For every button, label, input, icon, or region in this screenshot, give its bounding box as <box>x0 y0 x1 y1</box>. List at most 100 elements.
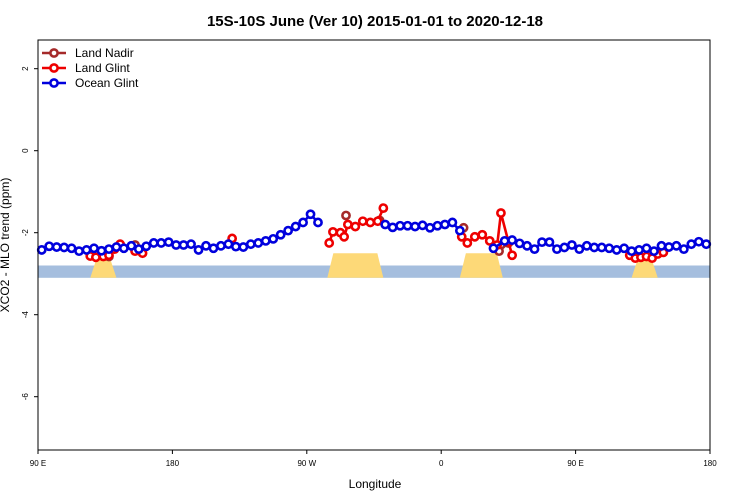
data-point <box>118 243 129 254</box>
data-point <box>305 209 316 220</box>
data-point <box>507 235 518 245</box>
data-point <box>350 221 361 232</box>
data-point <box>148 238 159 248</box>
legend-marker <box>49 63 59 73</box>
data-point <box>380 219 391 230</box>
y-tick-label: 0 <box>21 148 30 153</box>
data-point <box>283 225 294 236</box>
land-segment-2 <box>459 253 503 278</box>
x-tick-label: 90 W <box>297 459 316 468</box>
data-point <box>339 231 350 242</box>
data-point <box>126 240 137 251</box>
data-point <box>324 238 335 248</box>
data-point <box>387 222 398 233</box>
x-tick-label: 180 <box>703 459 717 468</box>
data-point <box>686 239 697 250</box>
data-point <box>656 240 667 251</box>
data-point <box>268 233 279 244</box>
data-point <box>36 245 47 255</box>
data-point <box>44 241 55 252</box>
x-tick-label: 90 E <box>567 459 583 468</box>
data-point <box>402 220 413 231</box>
data-point <box>574 244 585 254</box>
data-point <box>328 226 338 237</box>
data-point <box>410 221 420 232</box>
data-point <box>186 239 196 250</box>
data-point <box>619 243 630 254</box>
y-tick-label: -6 <box>21 393 30 401</box>
data-point <box>341 210 351 221</box>
data-point <box>230 241 241 252</box>
data-point <box>417 220 428 231</box>
y-tick-label: -2 <box>21 229 30 237</box>
data-point <box>537 237 547 248</box>
data-point <box>74 246 84 257</box>
data-point <box>378 203 389 213</box>
y-tick-label: -4 <box>21 311 30 319</box>
data-point <box>499 235 510 246</box>
data-point <box>201 240 211 251</box>
data-point <box>604 243 615 254</box>
plot-area <box>36 203 712 278</box>
data-point <box>507 250 518 261</box>
data-point <box>223 239 234 250</box>
y-axis: 2 0 -2 -4 -6 <box>21 66 38 400</box>
data-point <box>89 243 99 254</box>
land-segment-0 <box>90 259 117 278</box>
legend-marker <box>49 48 59 58</box>
chart-title: 15S-10S June (Ver 10) 2015-01-01 to 2020… <box>207 13 543 30</box>
data-point <box>664 242 674 252</box>
data-point <box>454 225 465 236</box>
data-point <box>216 240 226 251</box>
data-point <box>462 238 473 248</box>
series-ocean-glint <box>36 209 712 257</box>
data-point <box>178 240 189 250</box>
legend-label: Land Nadir <box>75 46 134 60</box>
data-point <box>514 238 525 249</box>
data-point <box>447 217 458 228</box>
data-point <box>529 244 540 254</box>
land-segment-3 <box>631 259 658 278</box>
y-axis-label: XCO2 - MLO trend (ppm) <box>0 178 12 313</box>
data-point <box>425 222 435 233</box>
data-point <box>641 243 652 254</box>
data-point <box>81 245 92 255</box>
data-point <box>693 236 704 247</box>
data-point <box>104 244 114 254</box>
legend-label: Land Glint <box>75 61 130 75</box>
data-point <box>469 231 480 242</box>
data-point <box>544 237 555 248</box>
data-point <box>372 216 383 227</box>
data-point <box>581 240 592 251</box>
data-point <box>488 243 499 254</box>
data-point <box>634 245 644 255</box>
data-point <box>484 235 495 246</box>
data-point <box>477 229 488 240</box>
data-point <box>171 240 182 250</box>
data-point <box>671 240 682 251</box>
data-point <box>313 217 323 228</box>
data-point <box>260 235 271 246</box>
data-point <box>626 246 637 257</box>
data-point <box>245 239 256 250</box>
data-point <box>357 216 368 227</box>
land-segment-1 <box>327 253 384 278</box>
data-point <box>51 242 62 252</box>
legend-label: Ocean Glint <box>75 76 139 90</box>
x-tick-label: 0 <box>439 459 444 468</box>
data-point <box>395 220 406 231</box>
data-point <box>238 242 249 252</box>
data-point <box>253 238 264 248</box>
data-point <box>678 244 689 254</box>
data-point <box>522 240 532 251</box>
data-point <box>163 237 174 248</box>
data-point <box>298 217 308 228</box>
data-point <box>96 245 107 256</box>
legend-marker <box>49 78 59 88</box>
data-point <box>440 219 450 230</box>
data-point <box>596 242 607 253</box>
data-point <box>59 242 70 253</box>
data-point <box>141 241 152 252</box>
